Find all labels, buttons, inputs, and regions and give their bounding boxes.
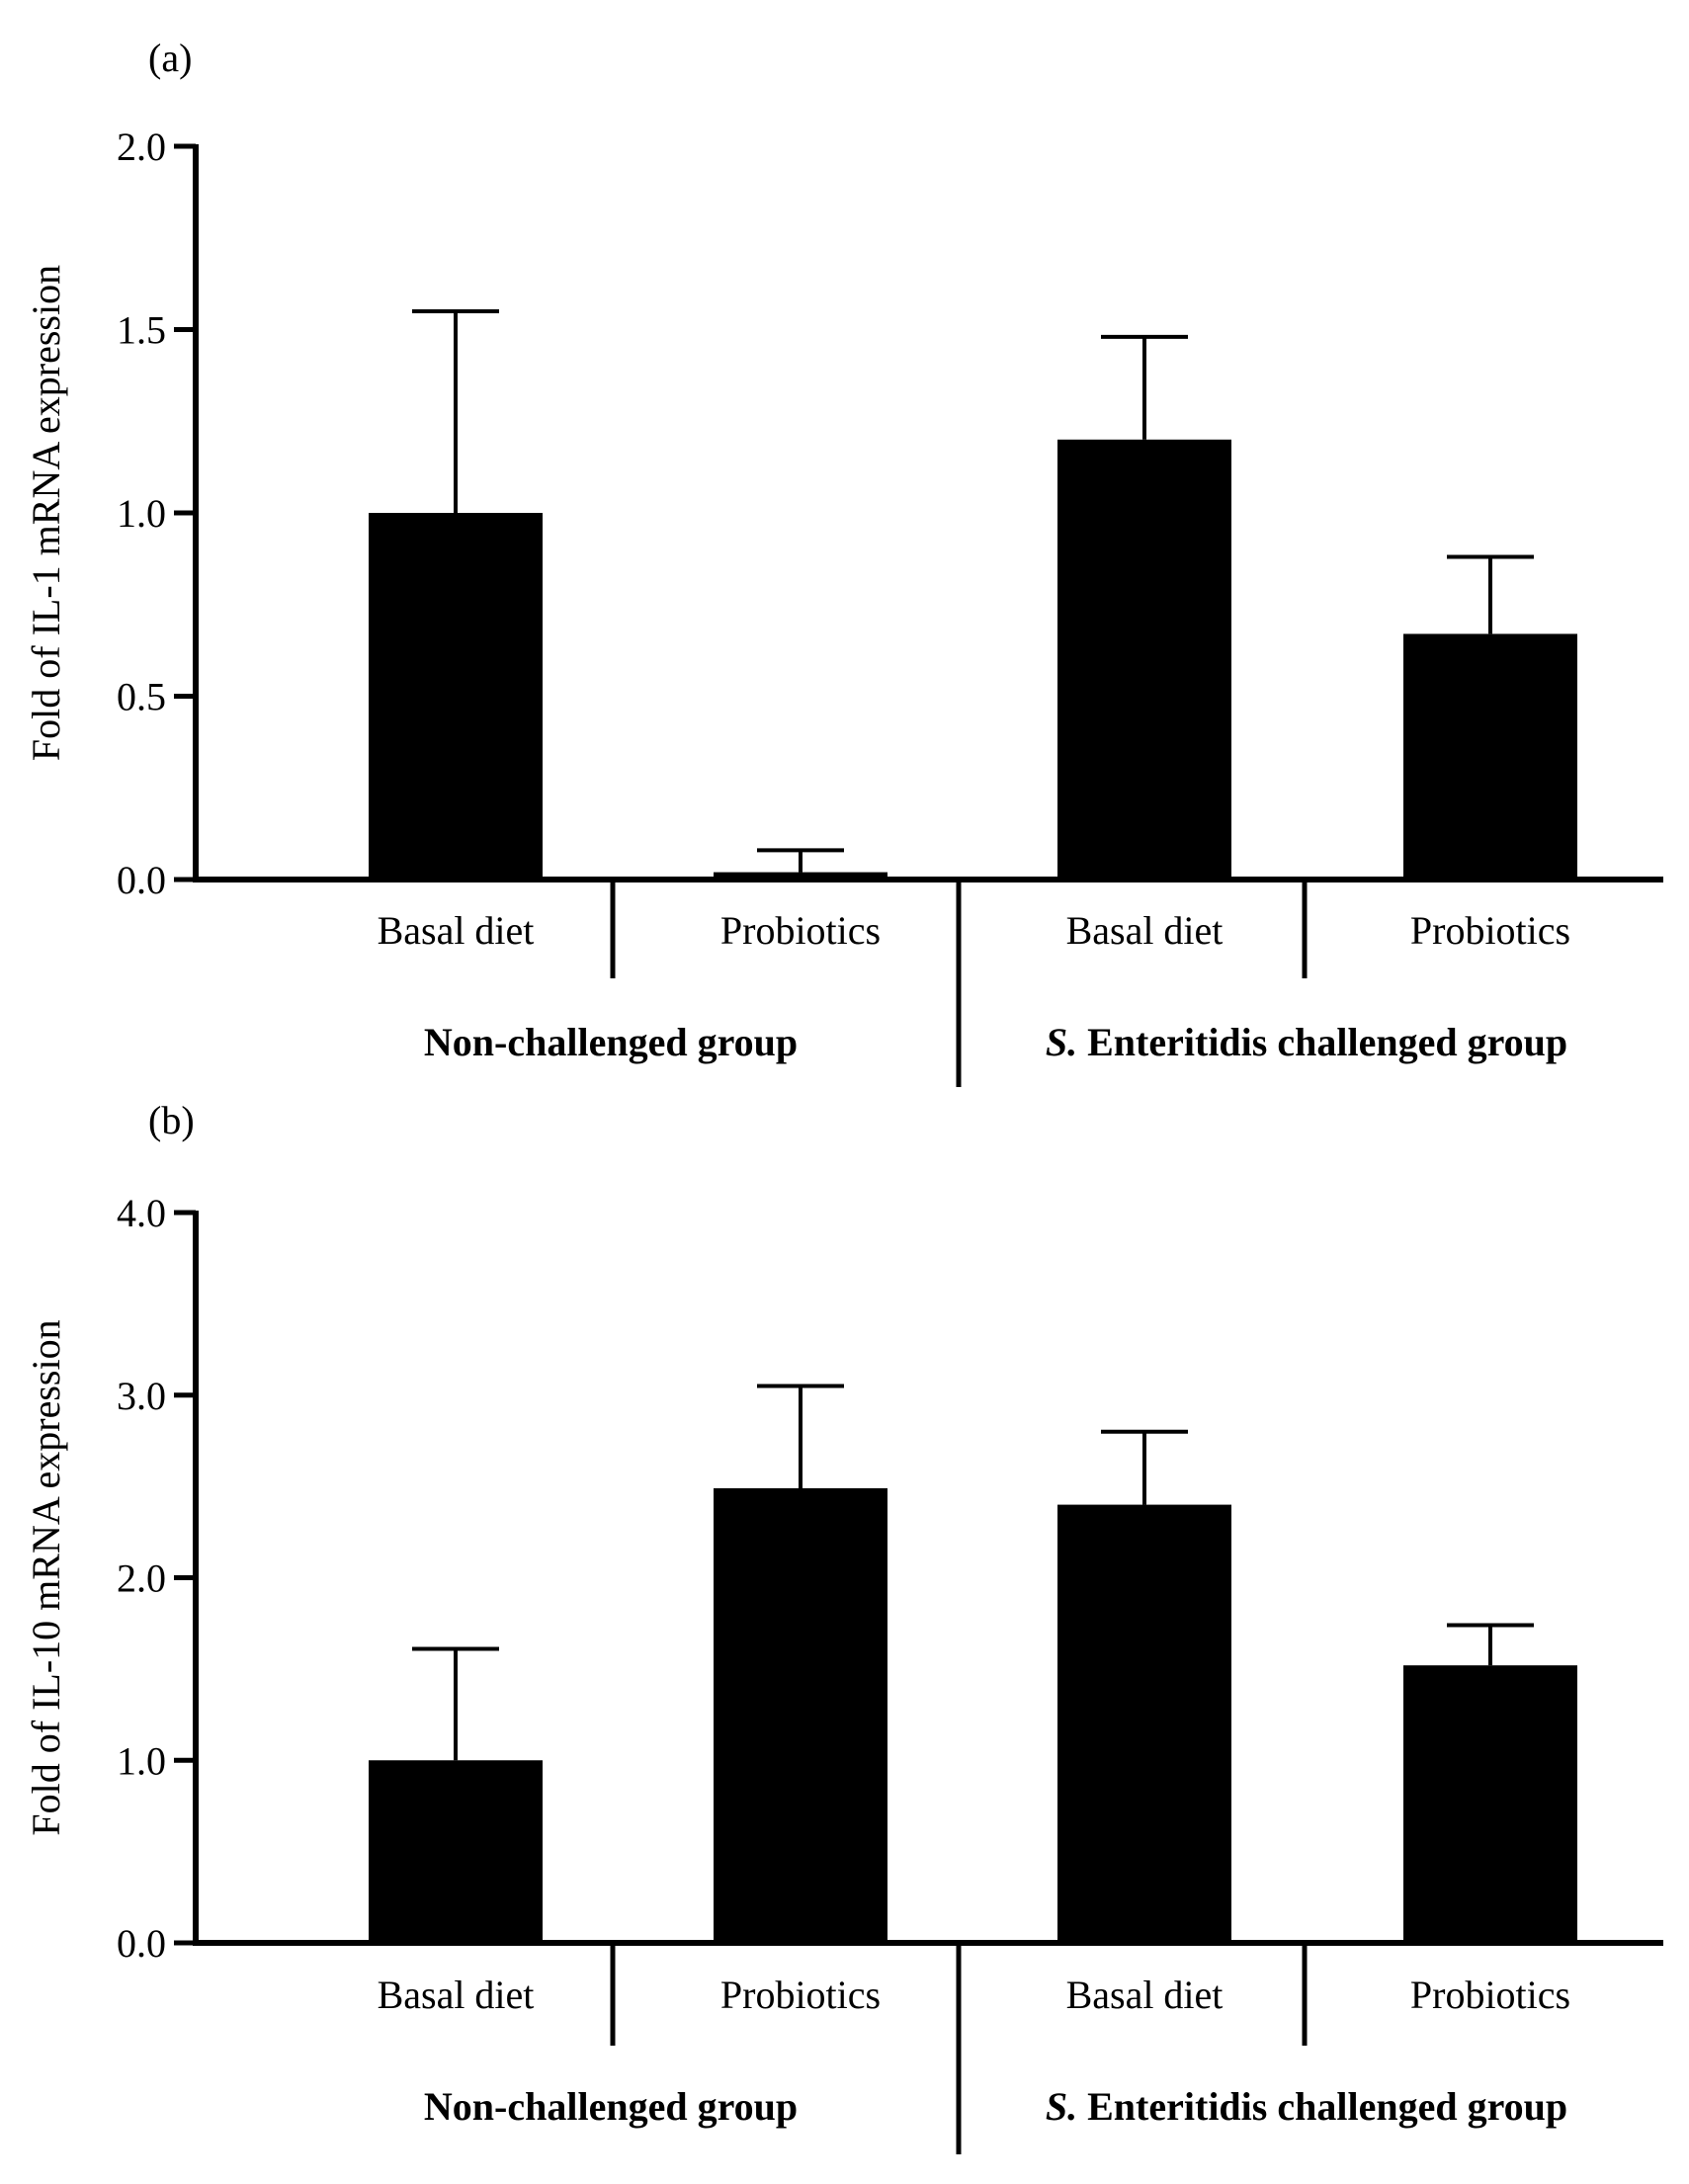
panel-b-bar [1403,1665,1577,1943]
panel-a-label: (a) [148,36,192,80]
panel-b-category-label: Probiotics [1410,1973,1570,2017]
panel-a-group-label: Non-challenged group [424,1020,798,1064]
panel-a-group-label: S. Enteritidis challenged group [1046,1020,1567,1064]
panel-b-category-label: Basal diet [378,1973,535,2017]
panel-a-bar [369,513,543,880]
panel-a-bar [1057,439,1231,880]
panel-b-ytick-label: 0.0 [117,1921,166,1966]
panel-b-category-label: Basal diet [1066,1973,1224,2017]
panel-b-ytick-label: 2.0 [117,1556,166,1601]
panel-b-group-label-species: S. [1046,2084,1077,2129]
panel-b-ylabel: Fold of IL-10 mRNA expression [24,1319,68,1835]
panel-a-ytick-label: 1.0 [117,491,166,536]
panel-a-category-label: Probiotics [1410,908,1570,953]
panel-a-category-label: Probiotics [720,908,881,953]
panel-a-group-label-text: Non-challenged group [424,1020,798,1064]
panel-a-bar [1403,633,1577,880]
panel-b-group-label-text: Enteritidis challenged group [1077,2084,1567,2129]
panel-a-category-label: Basal diet [1066,908,1224,953]
panel-a-group-label-text: Enteritidis challenged group [1077,1020,1567,1064]
panel-b-bar [714,1487,887,1943]
panel-b-ytick-label: 1.0 [117,1738,166,1783]
panel-b-bar [1057,1504,1231,1943]
panel-b-ytick-label: 3.0 [117,1374,166,1418]
panel-a-group-label-species: S. [1046,1020,1077,1064]
panel-b-group-label-text: Non-challenged group [424,2084,798,2129]
panel-a-ytick-label: 1.5 [117,308,166,353]
panel-a-ytick-label: 2.0 [117,125,166,169]
panel-a-ylabel: Fold of IL-1 mRNA expression [24,265,68,761]
panel-b-group-label: S. Enteritidis challenged group [1046,2084,1567,2129]
panel-a-bar [714,872,887,880]
panel-b-group-label: Non-challenged group [424,2084,798,2129]
panel-b-category-label: Probiotics [720,1973,881,2017]
panel-b-label: (b) [148,1098,195,1142]
panel-b-bar [369,1760,543,1943]
panel-a-ytick-label: 0.5 [117,675,166,719]
panel-b-ytick-label: 4.0 [117,1191,166,1235]
panel-a-ytick-label: 0.0 [117,858,166,902]
panel-a-category-label: Basal diet [378,908,535,953]
